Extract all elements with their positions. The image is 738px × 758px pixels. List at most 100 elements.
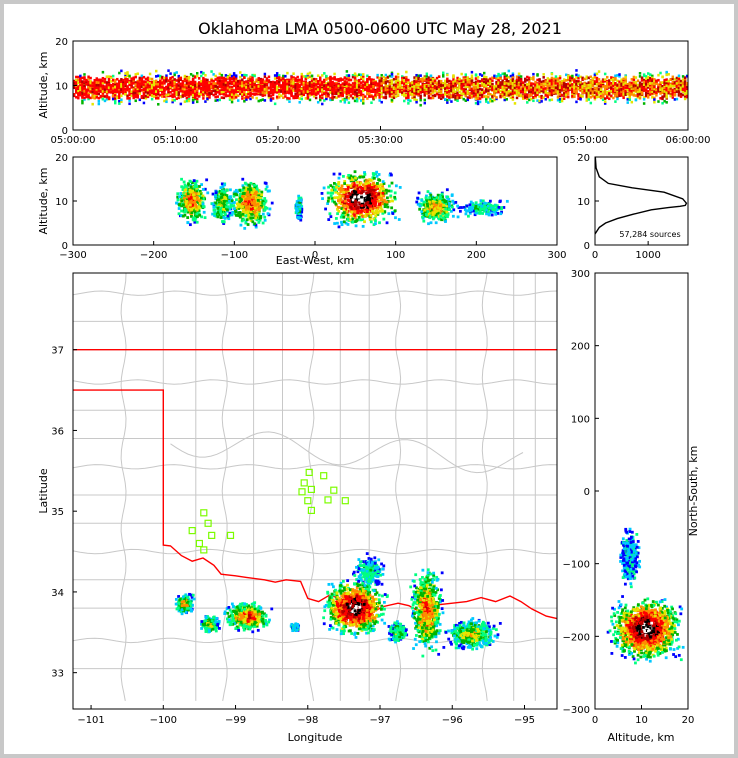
time-density-cell	[210, 82, 213, 86]
time-density-cell	[345, 77, 349, 80]
time-density-cell	[134, 95, 137, 99]
time-density-cell	[245, 80, 248, 83]
time-density-cell	[431, 84, 435, 88]
time-density-cell	[470, 74, 474, 78]
time-density-cell	[380, 100, 383, 104]
time-density-cell	[329, 98, 332, 102]
time-density-cell	[431, 82, 435, 85]
time-density-cell	[161, 87, 164, 91]
time-density-cell	[394, 75, 398, 79]
time-density-cell	[384, 85, 388, 89]
time-density-cell	[204, 91, 207, 94]
time-density-cell	[618, 94, 621, 97]
time-density-cell	[614, 94, 617, 98]
time-density-cell	[136, 90, 139, 93]
time-density-cell	[93, 81, 96, 85]
time-density-cell	[329, 79, 332, 82]
time-density-cell	[208, 81, 211, 85]
time-density-cell	[157, 85, 160, 88]
time-density-cell	[237, 82, 240, 86]
time-density-cell	[509, 85, 513, 89]
time-density-cell	[390, 74, 394, 78]
time-density-cell	[608, 79, 611, 83]
time-density-cell	[118, 83, 121, 87]
time-density-cell	[261, 81, 265, 85]
time-density-cell	[353, 89, 357, 92]
time-density-cell	[196, 94, 199, 97]
time-density-cell	[312, 92, 316, 96]
time-density-cell	[425, 81, 429, 84]
time-density-cell	[288, 78, 291, 82]
time-density-cell	[83, 73, 86, 76]
time-density-cell	[165, 86, 168, 89]
time-density-cell	[128, 83, 131, 87]
time-density-cell	[118, 92, 121, 96]
time-density-cell	[433, 94, 437, 98]
time-density-cell	[243, 80, 246, 84]
time-density-cell	[280, 88, 283, 91]
time-density-cell	[191, 85, 195, 89]
time-density-cell	[142, 101, 146, 105]
time-density-cell	[616, 91, 619, 95]
time-density-cell	[556, 87, 560, 91]
time-density-cell	[460, 84, 463, 88]
time-density-cell	[314, 87, 318, 91]
time-density-cell	[386, 80, 390, 83]
time-density-cell	[111, 74, 115, 78]
time-density-cell	[351, 84, 355, 88]
time-density-cell	[394, 87, 398, 90]
time-density-cell	[263, 85, 267, 88]
time-density-cell	[446, 88, 449, 91]
time-density-cell	[75, 85, 78, 89]
time-density-cell	[569, 81, 572, 85]
time-density-cell	[216, 81, 219, 85]
time-density-cell	[212, 93, 215, 97]
time-density-cell	[226, 94, 230, 98]
time-density-cell	[93, 87, 96, 90]
time-density-cell	[193, 97, 197, 101]
time-density-cell	[140, 96, 144, 99]
time-density-cell	[111, 78, 115, 82]
time-density-cell	[286, 78, 289, 82]
time-density-cell	[308, 87, 312, 90]
time-density-cell	[409, 91, 412, 95]
time-density-cell	[169, 83, 172, 87]
time-density-cell	[83, 96, 86, 100]
time-density-cell	[384, 88, 388, 92]
time-density-cell	[226, 86, 230, 90]
time-density-cell	[261, 88, 265, 91]
time-density-cell	[474, 77, 478, 80]
time-density-cell	[179, 76, 183, 80]
time-density-cell	[497, 77, 500, 80]
time-density-cell	[216, 76, 219, 80]
time-density-cell	[540, 87, 543, 91]
time-density-cell	[234, 77, 238, 80]
time-density-cell	[599, 92, 603, 95]
time-density-cell	[599, 95, 603, 98]
time-density-cell	[593, 97, 597, 101]
time-density-cell	[628, 82, 631, 85]
time-density-cell	[347, 86, 351, 90]
time-density-cell	[191, 88, 195, 91]
time-density-cell	[530, 77, 533, 80]
time-density-cell	[415, 80, 418, 84]
time-density-cell	[501, 79, 504, 83]
time-density-cell	[206, 86, 209, 89]
time-density-cell	[616, 94, 619, 97]
time-density-cell	[583, 83, 586, 86]
time-density-cell	[433, 89, 437, 93]
time-density-cell	[507, 85, 511, 89]
time-density-cell	[157, 91, 160, 94]
time-density-cell	[597, 81, 601, 85]
time-density-cell	[146, 88, 150, 92]
time-density-cell	[474, 82, 478, 85]
time-density-cell	[298, 84, 301, 87]
time-density-cell	[193, 82, 197, 85]
time-density-cell	[454, 82, 457, 86]
time-density-cell	[429, 79, 433, 82]
time-density-cell	[206, 93, 209, 96]
time-density-cell	[466, 89, 470, 93]
time-density-cell	[392, 77, 396, 81]
time-density-cell	[452, 82, 455, 86]
time-density-cell	[329, 82, 332, 86]
